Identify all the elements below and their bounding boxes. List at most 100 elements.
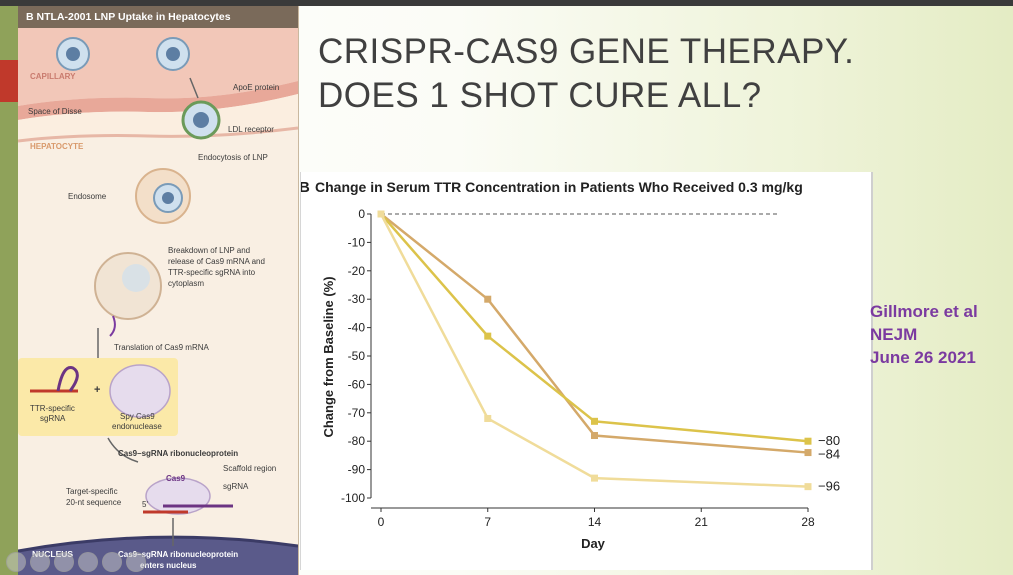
label-nucleus: NUCLEUS [32, 549, 74, 559]
x-tick-label: 21 [695, 515, 709, 529]
data-point [377, 210, 385, 218]
data-point [804, 483, 812, 491]
y-tick-label: 0 [358, 207, 365, 221]
space-of-disse [18, 94, 298, 141]
label-sgrna-rnp: sgRNA [223, 482, 249, 491]
y-tick-label: -40 [348, 321, 366, 335]
label-enters-1: Cas9–sgRNA ribonucleoprotein [118, 550, 239, 559]
series-line [379, 213, 809, 488]
series-line [380, 213, 809, 443]
y-tick-label: -90 [348, 463, 366, 477]
label-spy-1: Spy Cas9 [120, 412, 155, 421]
lnp-breaking [122, 264, 150, 292]
y-tick-label: -60 [348, 377, 366, 391]
label-five-prime: 5' [142, 500, 148, 509]
pen-icon[interactable] [54, 552, 74, 572]
zoom-icon[interactable] [102, 552, 122, 572]
y-tick-label: -100 [341, 491, 365, 505]
capillary-wall [18, 81, 298, 120]
label-scaffold: Scaffold region [223, 464, 277, 473]
mrna-strand [109, 315, 116, 337]
figure-illustration [18, 28, 298, 575]
data-point [484, 295, 492, 303]
arrow [107, 437, 139, 463]
y-tick-label: -20 [348, 264, 366, 278]
lnp-core [166, 47, 180, 61]
label-apoe: ApoE protein [233, 83, 280, 92]
y-tick-label: -30 [348, 292, 366, 306]
label-rnp: Cas9–sgRNA ribonucleoprotein [118, 449, 239, 458]
label-enters-2: enters nucleus [140, 561, 197, 570]
presenter-toolbar [6, 552, 166, 572]
figure-panel-title: B NTLA-2001 LNP Uptake in Hepatocytes [18, 6, 298, 28]
x-tick-label: 28 [801, 515, 815, 529]
arrow [189, 77, 199, 99]
label-sgrna-1: TTR-specific [30, 404, 75, 413]
lnp-uptake-figure: B NTLA-2001 LNP Uptake in Hepatocytes [18, 6, 299, 575]
label-target-1: Target-specific [66, 487, 118, 496]
series-end-label: −96 [818, 479, 840, 494]
label-target-2: 20-nt sequence [66, 498, 122, 507]
series-end-label: −84 [818, 447, 840, 462]
x-tick-label: 14 [588, 515, 602, 529]
ttr-chart: B Change in Serum TTR Concentration in P… [300, 172, 873, 570]
label-cas9: Cas9 [166, 474, 186, 483]
nuclear-membrane [18, 535, 298, 553]
chart-panel-letter: B [301, 179, 310, 196]
label-breakdown-3: TTR-specific sgRNA into [168, 268, 256, 277]
label-hepatocyte: HEPATOCYTE [30, 142, 84, 151]
chart-x-axis-label: Day [581, 536, 606, 551]
hepatocyte-membrane [18, 126, 298, 143]
y-tick-label: -50 [348, 349, 366, 363]
label-capillary: CAPILLARY [30, 72, 76, 81]
label-endocytosis: Endocytosis of LNP [198, 153, 268, 162]
lnp-core [66, 47, 80, 61]
slide-title-line-2: DOES 1 SHOT CURE ALL? [318, 76, 762, 115]
data-point [591, 417, 598, 425]
data-point [591, 432, 598, 440]
rnp-complex [145, 477, 211, 515]
label-breakdown-2: release of Cas9 mRNA and [168, 257, 265, 266]
x-tick-label: 0 [378, 515, 385, 529]
label-breakdown-1: Breakdown of LNP and [168, 246, 251, 255]
slide-title-line-1: CRISPR-CAS9 GENE THERAPY. [318, 32, 855, 71]
sgrna-loop [56, 366, 79, 392]
next-slide-icon[interactable] [30, 552, 50, 572]
y-tick-label: -80 [348, 434, 366, 448]
chart-y-axis-label: Change from Baseline (%) [321, 276, 336, 437]
data-point [484, 414, 492, 422]
chart-svg: B Change in Serum TTR Concentration in P… [301, 179, 840, 551]
slide-accent-tab [0, 60, 18, 102]
slide-title: CRISPR-CAS9 GENE THERAPY. DOES 1 SHOT CU… [318, 30, 918, 118]
more-options-icon[interactable] [126, 552, 146, 572]
chart-title: Change in Serum TTR Concentration in Pat… [315, 179, 803, 195]
label-space-of-disse: Space of Disse [28, 107, 82, 116]
cas9-protein [109, 364, 171, 418]
data-point [804, 449, 812, 457]
window-top-bar [0, 0, 1013, 6]
label-translation: Translation of Cas9 mRNA [114, 343, 209, 352]
citation-line-1: Gillmore et al [870, 302, 978, 321]
data-point [484, 332, 492, 340]
label-sgrna-2: sgRNA [40, 414, 66, 423]
lnp-core [162, 192, 174, 204]
data-point [804, 437, 812, 445]
citation: Gillmore et al NEJM June 26 2021 [870, 300, 1010, 369]
lnp-core [193, 112, 209, 128]
label-endosome: Endosome [68, 192, 107, 201]
slides-grid-icon[interactable] [78, 552, 98, 572]
y-tick-label: -10 [348, 235, 366, 249]
slide-left-edge [0, 6, 18, 575]
x-tick-label: 7 [484, 515, 491, 529]
label-ldl-receptor: LDL receptor [228, 125, 274, 134]
data-point [591, 474, 598, 482]
label-breakdown-4: cytoplasm [168, 279, 205, 288]
series-line [380, 213, 809, 454]
previous-slide-icon[interactable] [6, 552, 26, 572]
label-spy-2: endonuclease [112, 422, 162, 431]
citation-line-2: NEJM [870, 325, 918, 344]
citation-line-3: June 26 2021 [870, 348, 976, 367]
label-plus: + [94, 384, 101, 396]
series-end-label: −80 [818, 433, 840, 448]
y-tick-label: -70 [348, 406, 366, 420]
